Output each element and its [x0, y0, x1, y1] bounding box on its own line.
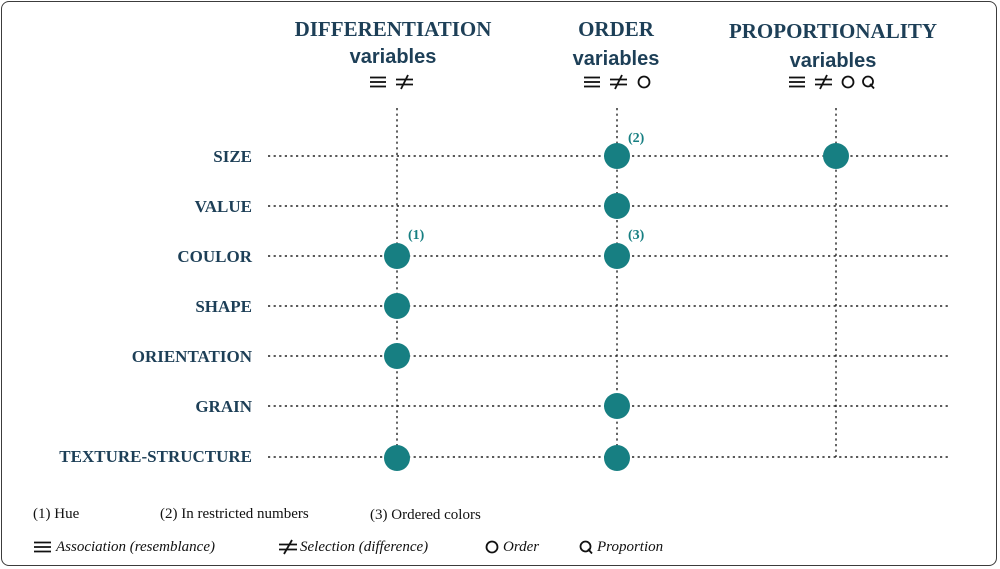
dot-shape-differentiation	[384, 293, 410, 319]
dots-layer	[384, 143, 849, 471]
legend-order-label: Order	[503, 539, 540, 555]
column-subtitle-proportionality: variables	[789, 50, 877, 72]
column-symbols-order	[584, 74, 651, 90]
column-subtitle-differentiation: variables	[349, 46, 437, 68]
legend-proportion-icon	[579, 540, 593, 555]
dot-value-order	[604, 193, 630, 219]
selection-icon	[396, 74, 413, 90]
proportion-icon	[862, 75, 875, 90]
footmark-1: (1)	[408, 228, 425, 243]
dot-texture-structure-differentiation	[384, 445, 410, 471]
row-label-size: SIZE	[213, 147, 252, 166]
row-label-value: VALUE	[194, 197, 252, 216]
legend-order-icon	[485, 540, 499, 554]
legend-proportion-label: Proportion	[597, 539, 664, 555]
column-subtitle-order: variables	[572, 48, 660, 70]
footmark-2: (2)	[628, 131, 645, 146]
order-icon	[637, 75, 651, 89]
dot-coulor-differentiation	[384, 243, 410, 269]
grid-lines	[268, 108, 948, 470]
row-label-shape: SHAPE	[195, 297, 252, 316]
row-label-grain: GRAIN	[195, 397, 252, 416]
column-symbols-differentiation	[370, 74, 413, 90]
column-title-order: ORDER	[578, 17, 654, 41]
footmark-3: (3)	[628, 228, 645, 243]
dot-coulor-order	[604, 243, 630, 269]
column-title-proportionality: PROPORTIONALITY	[728, 19, 938, 43]
dot-grain-order	[604, 393, 630, 419]
association-icon	[370, 76, 386, 88]
selection-icon	[815, 74, 832, 90]
dot-orientation-differentiation	[384, 343, 410, 369]
note-hue: (1) Hue	[33, 506, 80, 522]
legend-selection-label: Selection (difference)	[300, 539, 429, 555]
legend-selection-icon	[279, 539, 297, 555]
association-icon	[789, 76, 805, 88]
dot-texture-structure-order	[604, 445, 630, 471]
order-icon	[841, 75, 855, 89]
dot-size-order	[604, 143, 630, 169]
association-icon	[584, 76, 600, 88]
note-ordered-colors: (3) Ordered colors	[370, 507, 481, 523]
column-title-differentiation: DIFFERENTIATION	[294, 17, 492, 41]
row-label-texture-structure: TEXTURE-STRUCTURE	[59, 447, 252, 466]
column-symbols-proportionality	[789, 74, 875, 90]
selection-icon	[610, 74, 627, 90]
note-restricted-numbers: (2) In restricted numbers	[160, 506, 309, 522]
row-label-orientation: ORIENTATION	[131, 347, 252, 366]
legend-association-icon	[34, 541, 51, 553]
legend-association-label: Association (resemblance)	[56, 539, 215, 555]
dot-size-proportionality	[823, 143, 849, 169]
row-label-coulor: COULOR	[177, 247, 252, 266]
